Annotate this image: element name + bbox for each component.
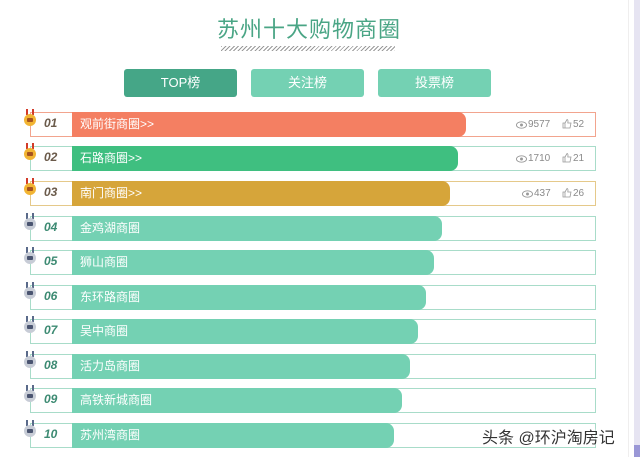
gold-medal-icon: [24, 178, 36, 195]
ranking-bar[interactable]: 东环路商圈: [72, 285, 426, 310]
title-underline: [221, 46, 395, 51]
views-stat: 9577: [516, 112, 550, 137]
ranking-row[interactable]: 10 苏州湾商圈: [0, 420, 600, 449]
page-title: 苏州十大购物商圈: [216, 17, 401, 42]
rank-number: 06: [44, 289, 58, 303]
silver-medal-icon: [24, 316, 36, 333]
silver-medal-icon: [24, 213, 36, 230]
ranking-bar[interactable]: 观前街商圈>>: [72, 112, 466, 137]
rank-number: 07: [44, 323, 58, 337]
gold-medal-icon: [24, 143, 36, 160]
rank-number: 04: [44, 220, 58, 234]
tab-follow[interactable]: 关注榜: [251, 69, 364, 97]
thumbs-up-icon: [562, 119, 572, 129]
silver-medal-icon: [24, 282, 36, 299]
eye-icon: [516, 155, 527, 163]
rank-number: 02: [44, 150, 58, 164]
page-edge: [628, 0, 629, 457]
rank-number: 09: [44, 392, 58, 406]
ranking-row[interactable]: 01 观前街商圈>> 9577 52: [0, 109, 600, 138]
rank-number: 08: [44, 358, 58, 372]
ranking-bar[interactable]: 金鸡湖商圈: [72, 216, 442, 241]
vertical-scrollbar[interactable]: [634, 0, 640, 457]
tab-vote[interactable]: 投票榜: [378, 69, 491, 97]
gold-medal-icon: [24, 109, 36, 126]
ranking-bar[interactable]: 高铁新城商圈: [72, 388, 402, 413]
likes-stat[interactable]: 26: [562, 181, 584, 206]
row-stats: 9577 52: [516, 112, 596, 137]
ranking-row[interactable]: 05 狮山商圈: [0, 247, 600, 276]
ranking-row[interactable]: 02 石路商圈>> 1710 21: [0, 143, 600, 172]
tab-top[interactable]: TOP榜: [124, 69, 237, 97]
silver-medal-icon: [24, 351, 36, 368]
views-stat: 437: [522, 181, 551, 206]
ranking-row[interactable]: 08 活力岛商圈: [0, 351, 600, 380]
likes-stat[interactable]: 52: [562, 112, 584, 137]
ranking-bar[interactable]: 活力岛商圈: [72, 354, 410, 379]
views-stat: 1710: [516, 146, 550, 171]
ranking-row[interactable]: 04 金鸡湖商圈: [0, 213, 600, 242]
ranking-bar[interactable]: 吴中商圈: [72, 319, 418, 344]
scrollbar-thumb[interactable]: [634, 445, 640, 457]
ranking-row[interactable]: 03 南门商圈>> 437 26: [0, 178, 600, 207]
thumbs-up-icon: [562, 153, 572, 163]
ranking-row[interactable]: 06 东环路商圈: [0, 282, 600, 311]
ranking-bar[interactable]: 石路商圈>>: [72, 146, 458, 171]
rank-number: 03: [44, 185, 58, 199]
ranking-row[interactable]: 07 吴中商圈: [0, 316, 600, 345]
rank-number: 10: [44, 427, 58, 441]
thumbs-up-icon: [562, 188, 572, 198]
ranking-bar[interactable]: 南门商圈>>: [72, 181, 450, 206]
ranking-row[interactable]: 09 高铁新城商圈: [0, 385, 600, 414]
row-stats: 437 26: [522, 181, 596, 206]
row-stats: 1710 21: [516, 146, 596, 171]
silver-medal-icon: [24, 247, 36, 264]
ranking-bar[interactable]: 苏州湾商圈: [72, 423, 394, 448]
likes-stat[interactable]: 21: [562, 146, 584, 171]
ranking-bar[interactable]: 狮山商圈: [72, 250, 434, 275]
eye-icon: [516, 121, 527, 129]
rank-number: 01: [44, 116, 58, 130]
rank-number: 05: [44, 254, 58, 268]
eye-icon: [522, 190, 533, 198]
silver-medal-icon: [24, 385, 36, 402]
silver-medal-icon: [24, 420, 36, 437]
source-watermark: 头条 @环沪淘房记: [482, 430, 615, 447]
